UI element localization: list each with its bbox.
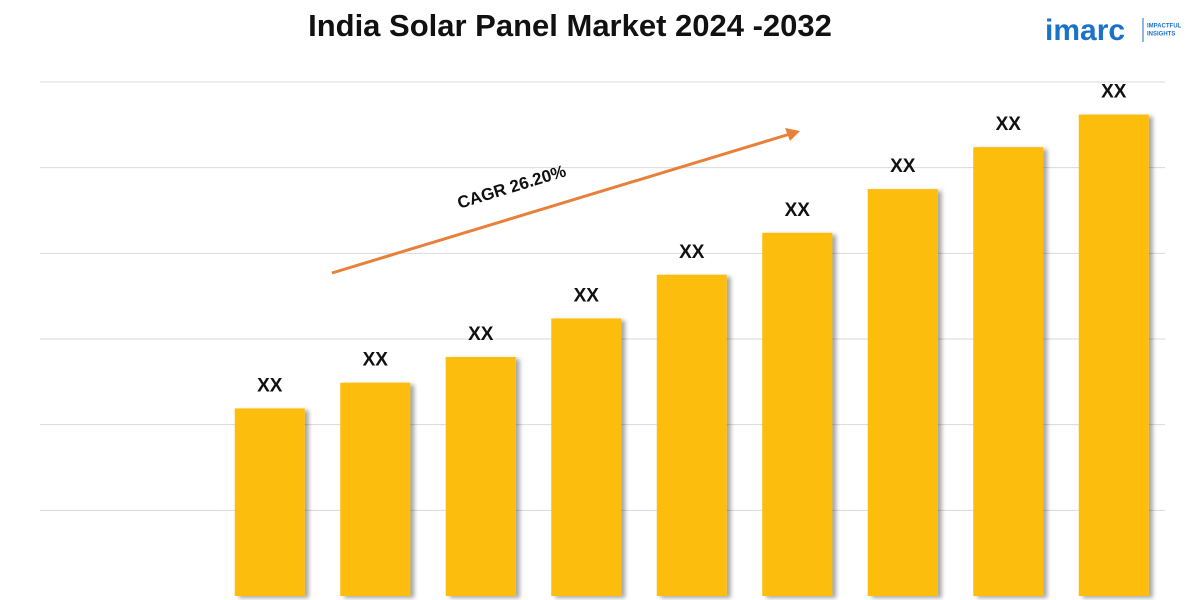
annotation: CAGR 26.20% <box>331 128 800 275</box>
value-label: XX <box>574 285 600 306</box>
value-label: XX <box>785 200 811 221</box>
value-label: XX <box>890 156 916 177</box>
bar <box>551 318 622 596</box>
bar <box>340 382 411 596</box>
value-label: XX <box>996 114 1022 135</box>
bar <box>445 356 516 596</box>
logo: imarc IMPACTFUL INSIGHTS <box>1045 14 1182 47</box>
bar <box>973 147 1044 596</box>
bar <box>234 408 305 596</box>
bar <box>762 232 833 597</box>
logo-tagline: INSIGHTS <box>1147 32 1175 38</box>
annotation-arrowhead <box>785 128 800 141</box>
bar <box>656 274 727 596</box>
value-label: XX <box>468 324 494 345</box>
bar <box>1078 114 1149 596</box>
logo-tagline: IMPACTFUL <box>1147 24 1182 30</box>
logo-name: imarc <box>1045 14 1125 47</box>
value-label: XX <box>1101 82 1127 103</box>
bar <box>867 189 938 597</box>
bars: XX XX XX XX XX XX XX XX XX <box>234 82 1149 597</box>
value-label: XX <box>257 375 283 396</box>
annotation-arrow <box>331 132 791 275</box>
value-label: XX <box>363 350 389 371</box>
chart-title: India Solar Panel Market 2024 -2032 <box>308 8 832 43</box>
value-label: XX <box>679 242 705 263</box>
